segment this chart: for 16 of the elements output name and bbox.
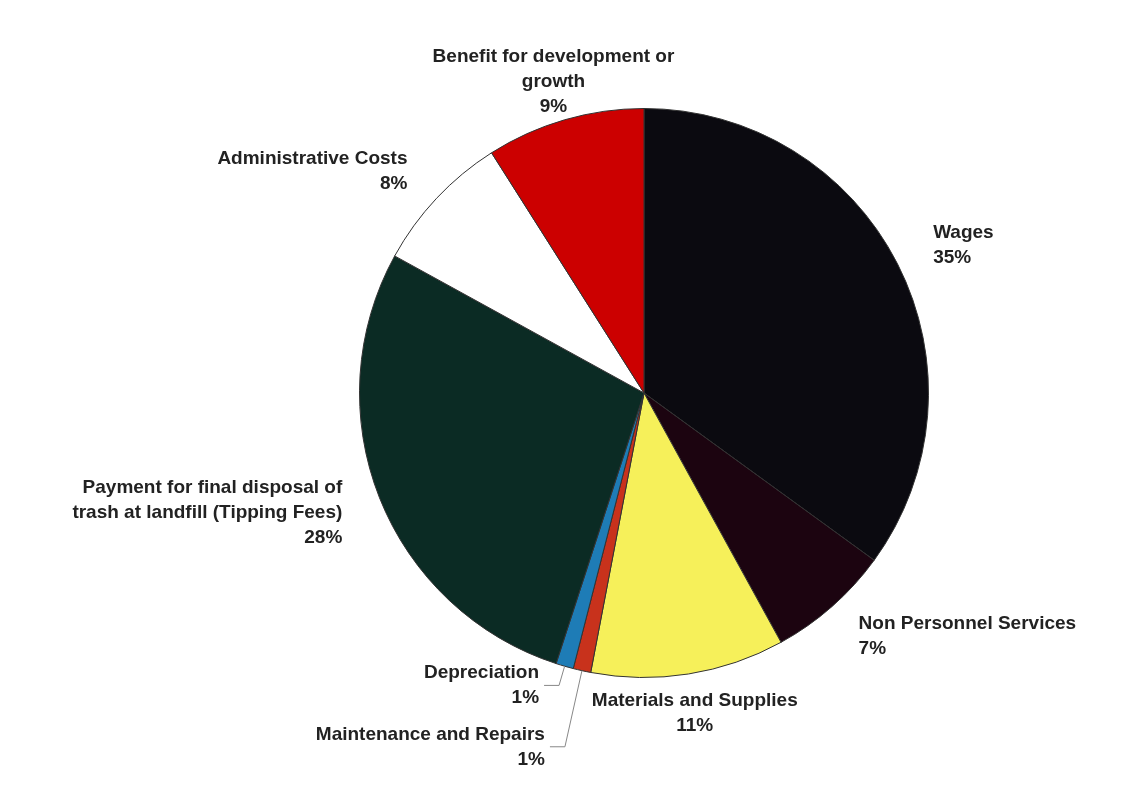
slice-label: Benefit for development or growth [432,44,675,91]
slice-label: Administrative Costs [217,146,408,168]
slice-label: Depreciation [423,661,540,683]
data-label: 1% [517,747,546,769]
slice-label: Maintenance and Repairs [315,722,545,744]
slice-label: Non Personnel Services [858,612,1077,634]
slice-label: Materials and Supplies [591,689,798,711]
slice-label: Wages [933,221,994,243]
data-label: 9% [539,94,568,116]
data-label: 11% [676,714,714,736]
data-label: 8% [379,171,408,193]
slice-label: Payment for final disposal of trash at landfill (Tipping Fees) [72,475,343,522]
data-label: 35% [933,246,972,268]
data-label: 1% [511,686,540,708]
data-label: 28% [304,525,343,547]
data-label: 7% [858,637,887,659]
